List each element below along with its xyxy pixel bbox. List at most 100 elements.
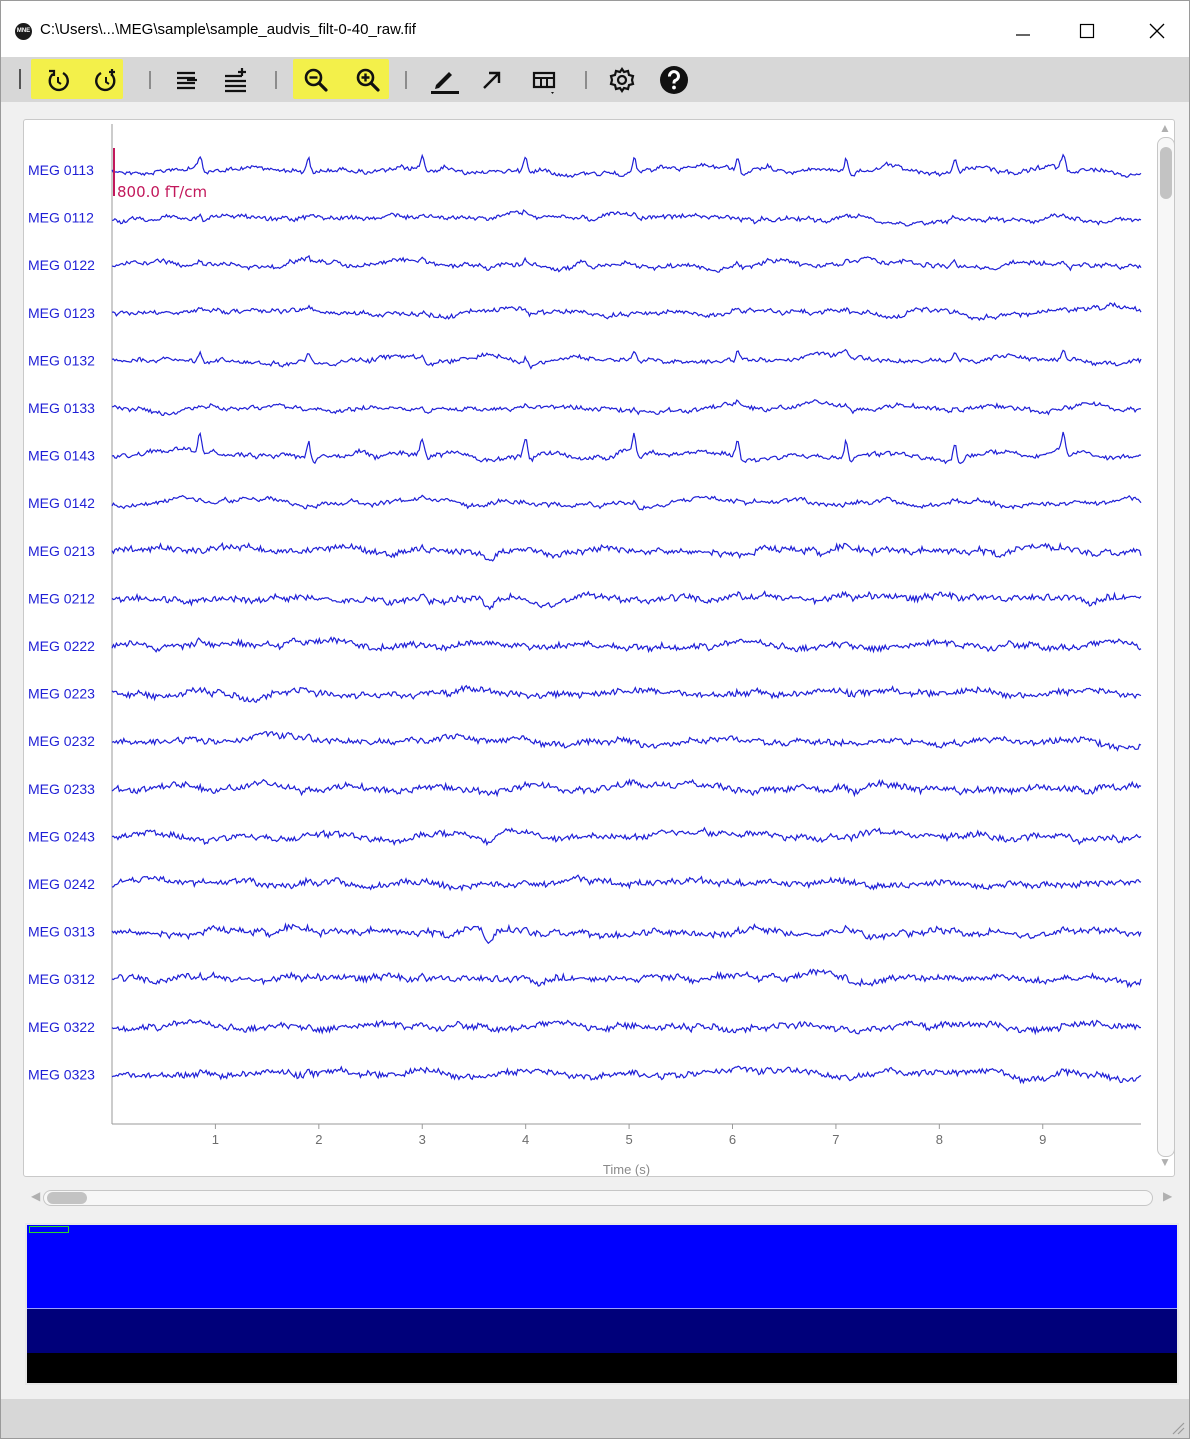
title-bar: MNE C:\Users\...\MEG\sample\sample_audvi… <box>1 1 1189 57</box>
channel-label[interactable]: MEG 0323 <box>28 1066 95 1082</box>
x-tick-label: 6 <box>729 1132 736 1147</box>
trace-meg-0122 <box>111 254 1142 273</box>
channel-label[interactable]: MEG 0313 <box>28 924 95 940</box>
channel-label[interactable]: MEG 0112 <box>28 210 94 226</box>
trace-meg-0242 <box>111 874 1142 892</box>
horizontal-scroll-track[interactable] <box>43 1190 1153 1206</box>
channel-label[interactable]: MEG 0223 <box>28 686 95 702</box>
overview-divider <box>27 1308 1177 1309</box>
overview-mid-band <box>27 1309 1177 1353</box>
channel-label[interactable]: MEG 0233 <box>28 781 95 797</box>
trace-meg-0222 <box>111 636 1142 654</box>
toolbar-grip[interactable] <box>19 69 21 89</box>
channel-label[interactable]: MEG 0133 <box>28 400 95 416</box>
trace-meg-0322 <box>111 1018 1142 1036</box>
maximize-button[interactable] <box>1059 11 1115 51</box>
vertical-scrollbar[interactable]: ▲ ▼ <box>1154 119 1178 1175</box>
trace-meg-0233 <box>111 778 1142 798</box>
toolbar <box>1 57 1189 102</box>
trace-meg-0232 <box>111 731 1142 752</box>
help-icon <box>660 66 688 94</box>
x-tick-label: 1 <box>212 1132 219 1147</box>
channel-label[interactable]: MEG 0132 <box>28 352 95 368</box>
channel-label[interactable]: MEG 0122 <box>28 257 95 273</box>
fewer-channels-icon <box>177 71 197 90</box>
trace-meg-0313 <box>111 922 1142 945</box>
highlight-step-buttons <box>31 59 123 99</box>
channel-label[interactable]: MEG 0123 <box>28 305 95 321</box>
zoom-in-button[interactable] <box>351 63 385 97</box>
scroll-right-arrow-icon[interactable]: ▶ <box>1163 1189 1173 1203</box>
x-tick-label: 5 <box>625 1132 632 1147</box>
trace-meg-0213 <box>111 541 1142 562</box>
trace-meg-0143 <box>111 431 1142 465</box>
overview-bar[interactable] <box>25 1223 1179 1385</box>
channel-label[interactable]: MEG 0113 <box>28 162 94 178</box>
butterfly-layout-button[interactable] <box>527 63 561 97</box>
annotation-pen-icon <box>431 72 459 94</box>
settings-button[interactable] <box>605 63 639 97</box>
projection-arrow-icon <box>483 71 501 89</box>
channel-label[interactable]: MEG 0232 <box>28 733 95 749</box>
trace-meg-0212 <box>111 590 1142 611</box>
more-channels-button[interactable] <box>219 63 253 97</box>
close-button[interactable] <box>1129 11 1185 51</box>
annotation-mode-button[interactable] <box>427 63 461 97</box>
trace-meg-0113 <box>111 153 1142 179</box>
step-back-icon <box>48 69 69 92</box>
channel-label[interactable]: MEG 0213 <box>28 543 95 559</box>
fewer-channels-button[interactable] <box>169 63 203 97</box>
status-bar <box>1 1399 1189 1438</box>
trace-meg-0132 <box>111 348 1142 370</box>
trace-meg-0312 <box>111 968 1142 989</box>
zoom-out-icon <box>304 68 328 92</box>
close-icon <box>1149 23 1165 39</box>
horizontal-scrollbar[interactable]: ◀ ▶ <box>29 1187 1179 1209</box>
overview-good-data-band <box>27 1225 1177 1308</box>
help-button[interactable] <box>657 63 691 97</box>
minimize-button[interactable] <box>995 11 1051 51</box>
mne-logo-icon: MNE <box>15 23 32 40</box>
channel-label[interactable]: MEG 0222 <box>28 638 95 654</box>
trace-meg-0112 <box>111 209 1142 227</box>
more-channels-icon <box>225 68 246 93</box>
step-forward-icon <box>95 69 116 92</box>
scale-bar-label: 800.0 fT/cm <box>117 183 207 201</box>
raw-data-plot[interactable]: 1 2 3 4 5 6 7 8 9 Time (s) MEG 0113 MEG 0112 MEG 012… <box>23 119 1175 1177</box>
butterfly-layout-icon <box>532 71 556 94</box>
zoom-out-button[interactable] <box>299 63 333 97</box>
vertical-scroll-track[interactable] <box>1157 137 1175 1157</box>
horizontal-scroll-thumb[interactable] <box>47 1192 87 1204</box>
scroll-down-arrow-icon[interactable]: ▼ <box>1159 1155 1171 1169</box>
settings-gear-icon <box>609 67 635 93</box>
channel-label[interactable]: MEG 0243 <box>28 828 95 844</box>
window-title: C:\Users\...\MEG\sample\sample_audvis_fi… <box>40 21 416 38</box>
x-tick-label: 2 <box>315 1132 322 1147</box>
channel-label[interactable]: MEG 0322 <box>28 1019 95 1035</box>
trace-meg-0133 <box>111 399 1142 417</box>
trace-meg-0142 <box>111 494 1142 511</box>
resize-grip-icon[interactable] <box>1169 1419 1185 1435</box>
channel-label[interactable]: MEG 0142 <box>28 495 95 511</box>
x-tick-label: 9 <box>1039 1132 1046 1147</box>
zoom-in-icon <box>356 68 380 92</box>
channel-label[interactable]: MEG 0143 <box>28 448 95 464</box>
overview-view-window[interactable] <box>29 1226 69 1233</box>
trace-meg-0323 <box>111 1065 1142 1085</box>
toolbar-separator <box>585 71 587 89</box>
step-forward-button[interactable] <box>89 63 123 97</box>
projections-button[interactable] <box>475 63 509 97</box>
vertical-scroll-thumb[interactable] <box>1160 147 1172 199</box>
trace-meg-0223 <box>111 684 1142 704</box>
channel-label[interactable]: MEG 0312 <box>28 971 95 987</box>
toolbar-separator <box>275 71 277 89</box>
scroll-left-arrow-icon[interactable]: ◀ <box>31 1189 41 1203</box>
scroll-up-arrow-icon[interactable]: ▲ <box>1159 121 1171 135</box>
x-axis-title: Time (s) <box>603 1162 650 1176</box>
minimize-icon <box>1016 34 1030 36</box>
channel-label[interactable]: MEG 0242 <box>28 876 95 892</box>
channel-label[interactable]: MEG 0212 <box>28 590 95 606</box>
step-back-button[interactable] <box>41 63 75 97</box>
overview-bottom-band <box>27 1353 1177 1383</box>
